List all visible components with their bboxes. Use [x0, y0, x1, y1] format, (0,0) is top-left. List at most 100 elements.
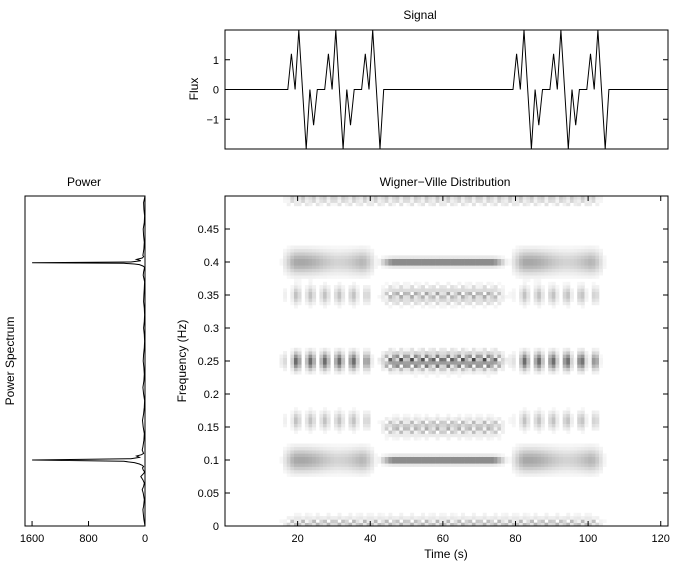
- wvd-cell: [595, 248, 600, 253]
- wvd-cell: [588, 245, 593, 250]
- wvd-cell: [533, 460, 538, 464]
- wvd-cell: [388, 417, 393, 421]
- wvd-cell: [290, 446, 295, 451]
- wvd-cell: [362, 516, 367, 520]
- wvd-cell: [479, 430, 484, 434]
- wvd-cell: [526, 364, 531, 368]
- wvd-cell: [323, 255, 327, 259]
- wvd-cell: [337, 288, 342, 292]
- wvd-cell: [526, 466, 531, 471]
- wvd-cell: [453, 196, 458, 200]
- wvd-cell: [522, 354, 527, 358]
- wvd-cell: [569, 291, 574, 296]
- wvd-cell: [326, 417, 331, 421]
- wvd-cell: [526, 298, 531, 302]
- wvd-cell: [562, 453, 567, 457]
- wvd-cell: [551, 275, 556, 279]
- wvd-cell: [402, 357, 407, 362]
- wvd-cell: [548, 522, 553, 527]
- wvd-cell: [577, 417, 582, 421]
- wvd-cell: [482, 304, 487, 309]
- wvd-cell: [417, 354, 422, 358]
- wvd-cell: [293, 295, 298, 299]
- wvd-cell: [406, 453, 411, 457]
- wvd-cell: [304, 370, 309, 375]
- wvd-cell: [319, 364, 324, 368]
- wvd-cell: [355, 245, 360, 250]
- wvd-cell: [312, 367, 317, 372]
- wvd-cell: [290, 268, 295, 273]
- wvd-cell: [482, 199, 487, 203]
- wvd-cell: [304, 516, 309, 520]
- wvd-cell: [413, 436, 418, 441]
- wvd-cell: [486, 436, 491, 441]
- wvd-cell: [486, 453, 491, 457]
- wvd-cell: [290, 354, 295, 358]
- wvd-cell: [555, 258, 560, 263]
- wvd-cell: [344, 522, 349, 527]
- wvd-cell: [577, 351, 582, 355]
- wvd-cell: [381, 463, 386, 467]
- wvd-cell: [399, 258, 404, 263]
- wvd-cell: [519, 413, 524, 418]
- wvd-cell: [297, 281, 302, 286]
- wvd-cell: [392, 258, 396, 263]
- wvd-cell: [457, 265, 462, 269]
- wvd-cell: [392, 265, 396, 269]
- wvd-cell: [569, 423, 574, 428]
- wvd-cell: [577, 519, 582, 523]
- wvd-cell: [439, 460, 444, 464]
- wvd-cell: [482, 367, 487, 372]
- wvd-cell: [511, 291, 516, 296]
- wvd-cell: [323, 301, 327, 306]
- wvd-cell: [283, 413, 288, 418]
- wvd-cell: [406, 417, 411, 421]
- wvd-cell: [562, 522, 567, 527]
- wvd-cell: [500, 354, 505, 358]
- wvd-cell: [475, 463, 480, 467]
- wvd-cell: [330, 469, 335, 474]
- wvd-cell: [319, 423, 324, 428]
- wvd-cell: [559, 469, 563, 474]
- wvd-cell: [366, 245, 371, 250]
- wvd-cell: [577, 298, 582, 302]
- wvd-cell: [559, 265, 563, 269]
- wvd-cell: [337, 199, 342, 203]
- wvd-cell: [537, 271, 542, 276]
- wvd-cell: [421, 364, 426, 368]
- wvd-cell: [442, 361, 447, 365]
- wvd-cell: [468, 295, 473, 299]
- wvd-cell: [544, 522, 549, 527]
- wvd-cell: [457, 456, 462, 461]
- wvd-cell: [540, 291, 545, 296]
- wvd-cell: [508, 291, 513, 296]
- wvd-cell: [526, 361, 531, 365]
- wvd-cell: [362, 410, 367, 415]
- wvd-cell: [384, 460, 389, 464]
- wvd-cell: [388, 202, 393, 207]
- wvd-cell: [431, 456, 436, 461]
- wvd-cell: [577, 450, 582, 454]
- wvd-cell: [584, 456, 589, 461]
- wvd-cell: [479, 417, 484, 421]
- wvd-cell: [569, 460, 574, 464]
- wvd-cell: [381, 453, 386, 457]
- wvd-cell: [355, 446, 360, 451]
- wvd-cell: [366, 271, 371, 276]
- wvd-cell: [333, 450, 338, 454]
- wvd-cell: [486, 357, 491, 362]
- wvd-cell: [308, 285, 313, 289]
- wvd-cell: [395, 420, 400, 424]
- wvd-cell: [337, 285, 342, 289]
- wvd-cell: [304, 423, 309, 428]
- wvd-cell: [500, 285, 505, 289]
- wvd-cell: [548, 248, 553, 253]
- wvd-cell: [530, 255, 534, 259]
- wvd-cell: [522, 420, 527, 424]
- wvd-cell: [326, 410, 331, 415]
- wvd-cell: [323, 295, 327, 299]
- wvd-cell: [468, 367, 473, 372]
- wvd-cell: [395, 456, 400, 461]
- wvd-cell: [312, 364, 317, 368]
- wvd-cell: [439, 347, 444, 352]
